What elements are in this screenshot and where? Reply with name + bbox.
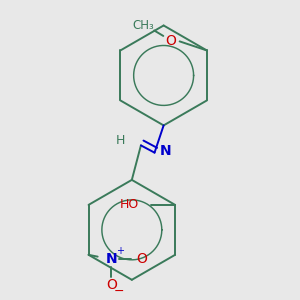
Text: −: − bbox=[114, 285, 125, 298]
Text: CH₃: CH₃ bbox=[132, 19, 154, 32]
Text: O: O bbox=[136, 252, 147, 266]
Text: N: N bbox=[160, 144, 171, 158]
Text: N: N bbox=[106, 252, 117, 266]
Text: O: O bbox=[165, 34, 176, 48]
Text: HO: HO bbox=[119, 198, 139, 212]
Text: O: O bbox=[106, 278, 117, 292]
Text: +: + bbox=[116, 246, 124, 256]
Text: H: H bbox=[116, 134, 126, 147]
